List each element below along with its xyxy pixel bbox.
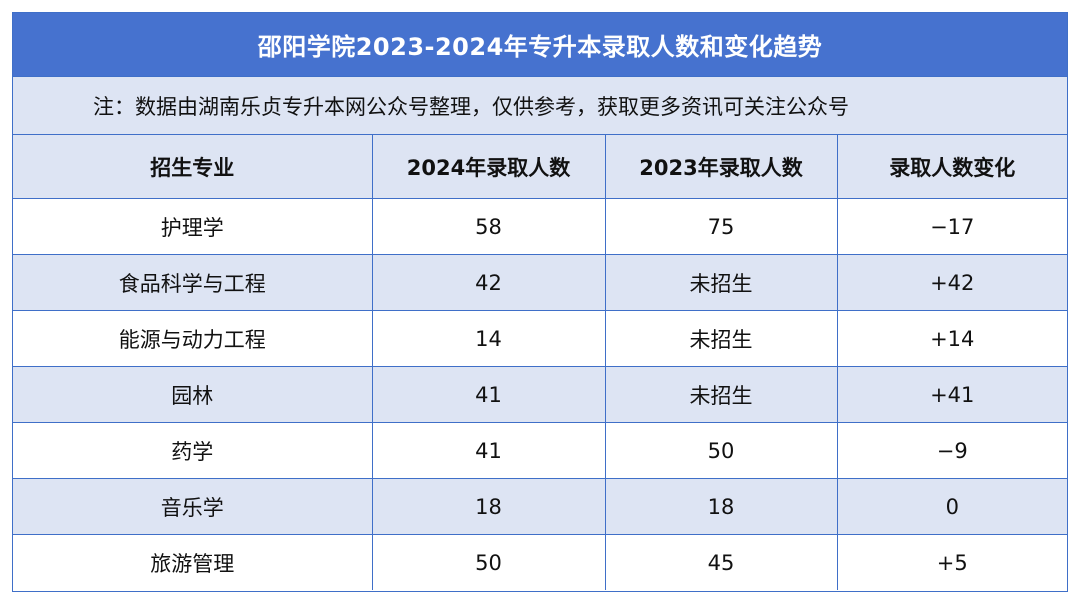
cell-change: −17 — [837, 198, 1067, 255]
cell-major: 药学 — [13, 422, 373, 479]
header-change: 录取人数变化 — [837, 135, 1067, 199]
table-row: 药学 41 50 −9 — [13, 422, 1067, 479]
cell-2024: 41 — [372, 422, 606, 479]
table-row: 护理学 58 75 −17 — [13, 198, 1067, 255]
cell-2023: 未招生 — [605, 366, 838, 423]
cell-2023: 75 — [605, 198, 838, 255]
cell-change: +41 — [837, 366, 1067, 423]
cell-major: 食品科学与工程 — [13, 254, 373, 311]
cell-major: 园林 — [13, 366, 373, 423]
cell-2023: 未招生 — [605, 254, 838, 311]
table-row: 食品科学与工程 42 未招生 +42 — [13, 254, 1067, 311]
table-title: 邵阳学院2023-2024年专升本录取人数和变化趋势 — [13, 13, 1067, 77]
cell-major: 音乐学 — [13, 478, 373, 535]
cell-2024: 14 — [372, 310, 606, 367]
table-row: 能源与动力工程 14 未招生 +14 — [13, 310, 1067, 367]
table-row: 音乐学 18 18 0 — [13, 478, 1067, 535]
cell-2024: 18 — [372, 478, 606, 535]
admission-table-card: 邵阳学院2023-2024年专升本录取人数和变化趋势 注：数据由湖南乐贞专升本网… — [12, 12, 1068, 592]
cell-2024: 58 — [372, 198, 606, 255]
cell-2023: 50 — [605, 422, 838, 479]
cell-2024: 50 — [372, 534, 606, 590]
cell-change: +42 — [837, 254, 1067, 311]
cell-2024: 41 — [372, 366, 606, 423]
header-row: 招生专业 2024年录取人数 2023年录取人数 录取人数变化 — [13, 135, 1067, 199]
cell-2023: 未招生 — [605, 310, 838, 367]
header-2024: 2024年录取人数 — [372, 135, 606, 199]
cell-change: −9 — [837, 422, 1067, 479]
table-row: 旅游管理 50 45 +5 — [13, 534, 1067, 590]
header-major: 招生专业 — [13, 135, 373, 199]
admission-table: 招生专业 2024年录取人数 2023年录取人数 录取人数变化 护理学 58 7… — [13, 135, 1067, 590]
cell-major: 能源与动力工程 — [13, 310, 373, 367]
cell-change: +14 — [837, 310, 1067, 367]
table-row: 园林 41 未招生 +41 — [13, 366, 1067, 423]
cell-2023: 45 — [605, 534, 838, 590]
cell-major: 护理学 — [13, 198, 373, 255]
header-2023: 2023年录取人数 — [605, 135, 838, 199]
cell-major: 旅游管理 — [13, 534, 373, 590]
cell-2023: 18 — [605, 478, 838, 535]
cell-2024: 42 — [372, 254, 606, 311]
source-note: 注：数据由湖南乐贞专升本网公众号整理，仅供参考，获取更多资讯可关注公众号 — [13, 77, 1067, 135]
cell-change: 0 — [837, 478, 1067, 535]
cell-change: +5 — [837, 534, 1067, 590]
